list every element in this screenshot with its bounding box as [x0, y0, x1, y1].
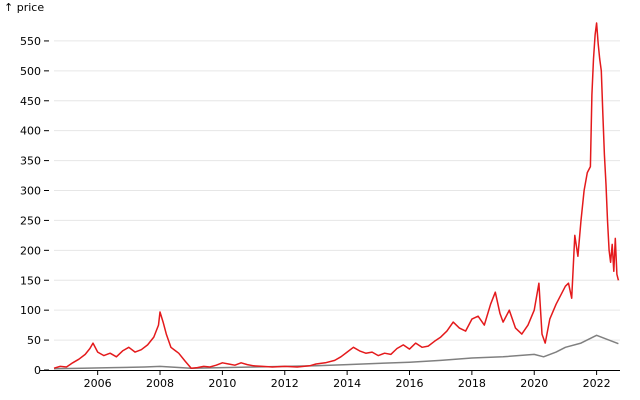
y-tick-label: 350: [20, 155, 41, 168]
y-tick-label: 400: [20, 125, 41, 138]
series-line: [53, 334, 619, 370]
series-group: [53, 22, 620, 370]
grid-lines: [54, 40, 620, 341]
y-tick-label: 500: [20, 65, 41, 78]
y-tick-label: 100: [20, 304, 41, 317]
y-axis: 0 50 100 150 200 250 300 350 400 450 500 550: [20, 35, 49, 377]
y-axis-title: ↑ price: [4, 1, 44, 14]
x-tick-label: 2014: [333, 377, 361, 390]
x-tick-label: 2022: [583, 377, 611, 390]
x-tick-label: 2006: [84, 377, 112, 390]
y-tick-label: 50: [27, 334, 41, 347]
x-tick-label: 2018: [458, 377, 486, 390]
x-tick-label: 2010: [208, 377, 236, 390]
y-tick-label: 250: [20, 214, 41, 227]
x-tick-label: 2012: [271, 377, 299, 390]
x-axis: 2006 2008 2010 2012 2014 2016 2018 2020 2022: [40, 370, 620, 390]
y-tick-label: 550: [20, 35, 41, 48]
y-tick-label: 0: [34, 364, 41, 377]
y-tick-label: 450: [20, 95, 41, 108]
x-tick-label: 2008: [146, 377, 174, 390]
y-tick-label: 300: [20, 185, 41, 198]
x-tick-label: 2016: [396, 377, 424, 390]
y-tick-label: 150: [20, 274, 41, 287]
series-line: [53, 22, 620, 369]
y-tick-label: 200: [20, 244, 41, 257]
x-tick-label: 2020: [520, 377, 548, 390]
